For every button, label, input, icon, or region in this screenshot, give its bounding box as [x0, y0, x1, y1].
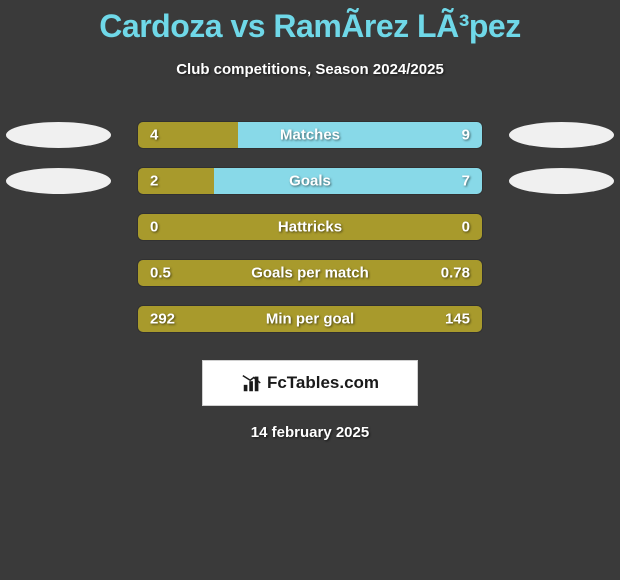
stat-bar: Goals per match0.50.78 [137, 259, 483, 287]
stat-bar-right-segment [238, 122, 482, 148]
stats-container: Matches49 Goals27 Hattricks00 Goals per mat… [0, 112, 620, 342]
stat-row: Goals27 [0, 158, 620, 204]
stat-bar: Hattricks00 [137, 213, 483, 241]
stat-row: Goals per match0.50.78 [0, 250, 620, 296]
brand-text: FcTables.com [267, 373, 379, 393]
stat-row: Hattricks00 [0, 204, 620, 250]
footer-date: 14 february 2025 [0, 424, 620, 441]
player-right-oval [509, 168, 614, 194]
player-left-oval [6, 168, 111, 194]
stat-bar-left-segment [138, 260, 482, 286]
stat-bar-left-segment [138, 168, 214, 194]
page-title: Cardoza vs RamÃ­rez LÃ³pez [0, 0, 620, 45]
player-left-oval [6, 122, 111, 148]
subtitle: Club competitions, Season 2024/2025 [0, 61, 620, 78]
stat-bar-left-segment [138, 306, 482, 332]
stat-bar: Matches49 [137, 121, 483, 149]
stat-bar-left-segment [138, 214, 482, 240]
bar-chart-icon [241, 372, 263, 394]
brand-badge[interactable]: FcTables.com [202, 360, 418, 406]
stat-row: Min per goal292145 [0, 296, 620, 342]
stat-row: Matches49 [0, 112, 620, 158]
stat-bar-right-segment [214, 168, 482, 194]
stat-bar-left-segment [138, 122, 238, 148]
stat-bar: Goals27 [137, 167, 483, 195]
player-right-oval [509, 122, 614, 148]
stat-bar: Min per goal292145 [137, 305, 483, 333]
